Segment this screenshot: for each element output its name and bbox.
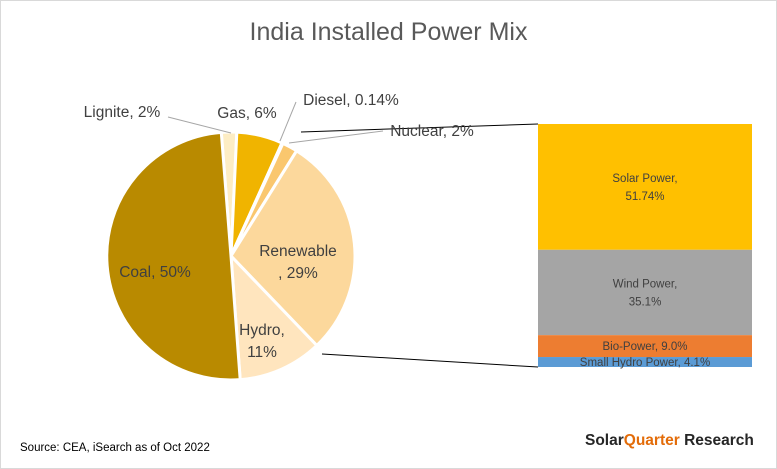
source-note: Source: CEA, iSearch as of Oct 2022: [20, 442, 210, 454]
brand-quarter: Quarter: [623, 432, 680, 449]
pie-label-diesel: Diesel, 0.14%: [303, 92, 399, 109]
bar-label-small-hydro-power: Small Hydro Power, 4.1%: [580, 357, 710, 369]
stacked-bar: [300, 123, 752, 368]
brand-logo: SolarQuarter Research: [585, 432, 754, 450]
connector-line-top: [300, 123, 539, 133]
pie-label-lignite: Lignite, 2%: [84, 104, 161, 121]
pie-label-gas: Gas, 6%: [217, 105, 277, 122]
bar-segment-small-hydro-power: [538, 357, 752, 367]
pie-label-nuclear: Nuclear, 2%: [390, 123, 474, 140]
pie-slice-hydro: [229, 254, 319, 382]
leader-line-diesel: [279, 101, 297, 142]
pie-label-renewable: Renewable, 29%: [259, 243, 337, 282]
data-labels: Lignite, 2% Gas, 6% Diesel, 0.14% Nuclear, …: [84, 92, 711, 369]
brand-solar: Solar: [585, 432, 624, 449]
bar-label-wind-power: Wind Power, 35.1%: [613, 278, 678, 308]
pie-slice-renewable: [229, 149, 357, 348]
pie-label-coal: Coal, 50%: [119, 264, 191, 281]
pie-slice-coal: [105, 130, 242, 382]
chart-title: India Installed Power Mix: [249, 18, 528, 46]
leader-line-nuclear: [288, 130, 384, 144]
pie-chart: [105, 130, 357, 382]
pie-label-hydro: Hydro, 11%: [239, 322, 285, 361]
leader-line-lignite: [167, 116, 232, 134]
bar-segment-wind-power: [538, 249, 752, 336]
connector-line-bottom: [321, 353, 539, 368]
bar-label-solar-power: Solar Power, 51.74%: [612, 173, 677, 203]
bar-label-bio-power: Bio-Power, 9.0%: [602, 341, 687, 353]
brand-research: Research: [679, 432, 754, 449]
bar-segment-bio-power: [538, 335, 752, 358]
bar-segment-solar-power: [538, 124, 752, 250]
